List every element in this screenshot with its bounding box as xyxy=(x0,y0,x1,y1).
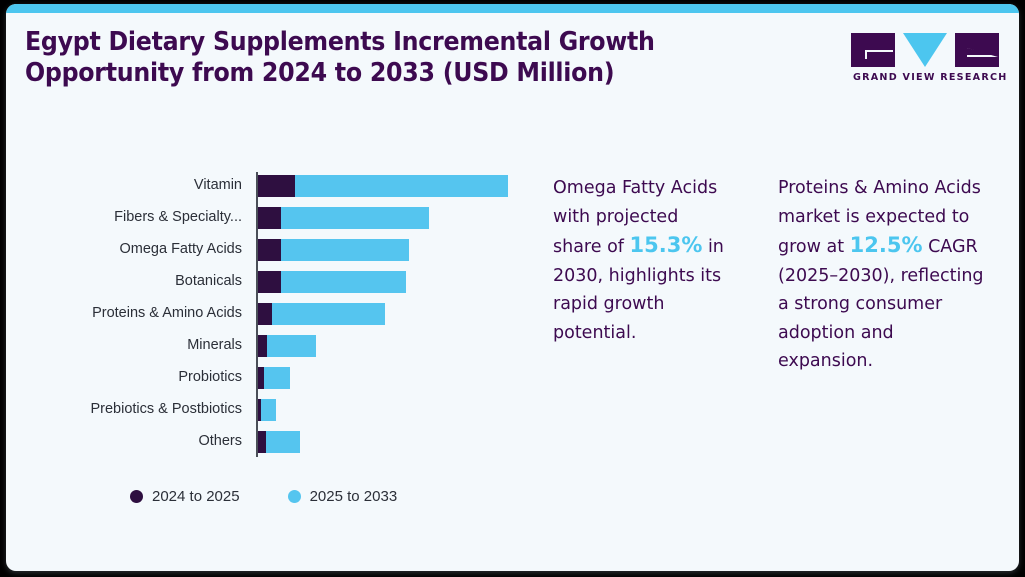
logo-wordmark: GRAND VIEW RESEARCH xyxy=(853,72,1008,83)
bar-segment-2024-2025 xyxy=(258,207,281,229)
stacked-bar xyxy=(258,431,300,453)
bar-segment-2024-2025 xyxy=(258,399,261,421)
bar-row: Others xyxy=(6,431,546,453)
stacked-bar xyxy=(258,303,385,325)
logo-r-icon xyxy=(955,33,999,67)
logo-g-notch xyxy=(865,50,893,59)
bar-row: Fibers & Specialty... xyxy=(6,207,546,229)
proteins-callout: Proteins & Amino Acids market is expecte… xyxy=(778,174,988,376)
legend-dot-icon xyxy=(287,490,301,503)
callout-text-before: Omega Fatty Acids with projected share o… xyxy=(553,178,718,257)
bar-segment-2024-2025 xyxy=(258,367,264,389)
stacked-bar xyxy=(258,175,508,197)
stacked-bar xyxy=(258,399,276,421)
bar-row: Botanicals xyxy=(6,271,546,293)
bar-segment-2025-2033 xyxy=(261,399,276,421)
incremental-growth-bar-chart: Vitamin Fibers & Specialty... Omega Fatty … xyxy=(6,154,546,534)
bar-row: Omega Fatty Acids xyxy=(6,239,546,261)
bar-category-label: Proteins & Amino Acids xyxy=(92,305,242,321)
chart-legend: 2024 to 2025 2025 to 2033 xyxy=(130,488,397,505)
bar-segment-2024-2025 xyxy=(258,431,266,453)
bar-category-label: Others xyxy=(198,433,242,449)
bar-segment-2025-2033 xyxy=(266,431,300,453)
bar-segment-2024-2025 xyxy=(258,239,281,261)
callout-text-after: CAGR (2025–2030), reflecting a strong co… xyxy=(778,237,984,371)
grand-view-research-logo: GRAND VIEW RESEARCH xyxy=(851,33,1006,91)
bar-row: Vitamin xyxy=(6,175,546,197)
logo-g-icon xyxy=(851,33,895,67)
omega-callout: Omega Fatty Acids with projected share o… xyxy=(553,174,731,347)
bar-segment-2025-2033 xyxy=(281,271,406,293)
bar-category-label: Vitamin xyxy=(193,177,242,193)
top-accent-bar xyxy=(6,4,1019,13)
stacked-bar xyxy=(258,335,316,357)
bar-segment-2025-2033 xyxy=(281,239,409,261)
bar-segment-2025-2033 xyxy=(267,335,316,357)
stacked-bar xyxy=(258,207,429,229)
callout-highlight-value: 12.5% xyxy=(849,233,923,257)
stacked-bar xyxy=(258,367,290,389)
bar-row: Prebiotics & Postbiotics xyxy=(6,399,546,421)
category-axis-line xyxy=(256,172,258,457)
bar-category-label: Probiotics xyxy=(178,369,242,385)
bar-segment-2024-2025 xyxy=(258,175,295,197)
legend-dot-icon xyxy=(130,490,143,503)
bar-segment-2025-2033 xyxy=(295,175,508,197)
logo-r-notch-inner xyxy=(967,48,995,55)
bar-category-label: Prebiotics & Postbiotics xyxy=(90,401,242,417)
infographic-card: Egypt Dietary Supplements Incremental Gr… xyxy=(6,4,1019,571)
legend-label: 2025 to 2033 xyxy=(309,488,398,505)
header: Egypt Dietary Supplements Incremental Gr… xyxy=(6,13,1019,105)
bar-segment-2025-2033 xyxy=(272,303,385,325)
legend-label: 2024 to 2025 xyxy=(152,488,240,505)
bar-category-label: Minerals xyxy=(187,337,242,353)
bar-segment-2024-2025 xyxy=(258,271,281,293)
bar-row: Proteins & Amino Acids xyxy=(6,303,546,325)
logo-v-triangle-icon xyxy=(903,33,947,67)
legend-item[interactable]: 2024 to 2025 xyxy=(130,488,240,505)
page-title: Egypt Dietary Supplements Incremental Gr… xyxy=(25,27,655,88)
bar-category-label: Fibers & Specialty... xyxy=(114,209,242,225)
bar-segment-2025-2033 xyxy=(264,367,290,389)
bar-row: Minerals xyxy=(6,335,546,357)
bar-row: Probiotics xyxy=(6,367,546,389)
bar-segment-2025-2033 xyxy=(281,207,429,229)
callout-highlight-value: 15.3% xyxy=(629,233,703,257)
stacked-bar xyxy=(258,239,409,261)
stacked-bar xyxy=(258,271,406,293)
bar-segment-2024-2025 xyxy=(258,303,272,325)
bar-segment-2024-2025 xyxy=(258,335,267,357)
legend-item[interactable]: 2025 to 2033 xyxy=(287,488,398,505)
logo-marks xyxy=(851,33,999,67)
callout-text-after: in 2030, highlights its rapid growth pot… xyxy=(553,237,724,343)
bar-category-label: Botanicals xyxy=(175,273,242,289)
callout-text-before: Proteins & Amino Acids market is expecte… xyxy=(778,178,981,257)
bar-category-label: Omega Fatty Acids xyxy=(119,241,243,257)
